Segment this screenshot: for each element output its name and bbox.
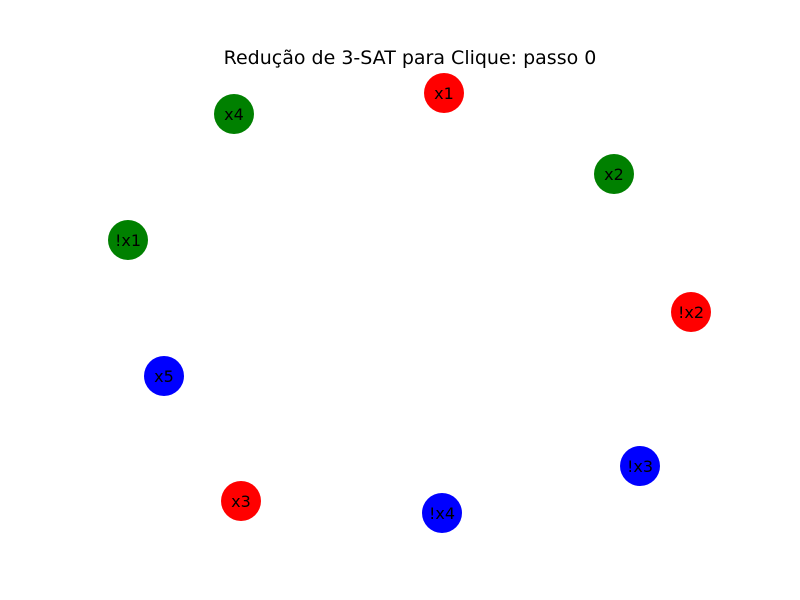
node-circle bbox=[594, 154, 634, 194]
node-circle bbox=[422, 493, 462, 533]
node-circle bbox=[671, 292, 711, 332]
node-circle bbox=[144, 356, 184, 396]
node-label: !x2 bbox=[678, 303, 704, 322]
node-circle bbox=[620, 446, 660, 486]
node-circle bbox=[221, 481, 261, 521]
graph-node: x3 bbox=[221, 481, 261, 521]
graph-node: !x4 bbox=[422, 493, 462, 533]
node-label: x1 bbox=[434, 84, 454, 103]
node-label: !x1 bbox=[115, 231, 141, 250]
node-label: !x4 bbox=[429, 504, 455, 523]
node-label: x2 bbox=[604, 165, 624, 184]
node-circle bbox=[214, 94, 254, 134]
node-label: x3 bbox=[231, 492, 251, 511]
nodes-layer: x1 x2 !x2 !x3 !x4 x3 x5 !x1 x4 bbox=[108, 73, 711, 533]
graph-node: x4 bbox=[214, 94, 254, 134]
graph-node: !x2 bbox=[671, 292, 711, 332]
graph-node: x5 bbox=[144, 356, 184, 396]
graph-node: x2 bbox=[594, 154, 634, 194]
node-label: !x3 bbox=[627, 457, 653, 476]
graph-node: !x3 bbox=[620, 446, 660, 486]
node-circle bbox=[424, 73, 464, 113]
diagram-title: Redução de 3-SAT para Clique: passo 0 bbox=[224, 47, 597, 69]
node-label: x4 bbox=[224, 105, 244, 124]
node-label: x5 bbox=[154, 367, 174, 386]
graph-node: !x1 bbox=[108, 220, 148, 260]
node-circle bbox=[108, 220, 148, 260]
graph-node: x1 bbox=[424, 73, 464, 113]
